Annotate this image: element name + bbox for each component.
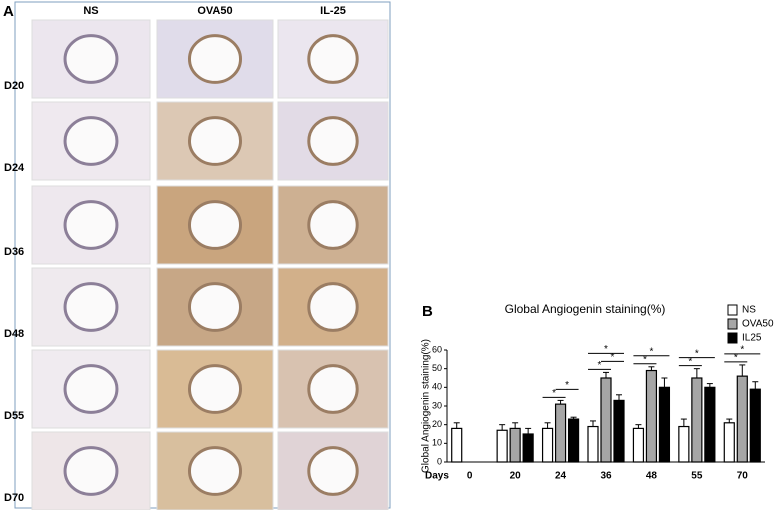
bar — [632, 427, 645, 463]
x-tick-label: 0 — [467, 471, 473, 482]
airway — [187, 116, 243, 166]
bar — [749, 388, 761, 463]
airway — [63, 282, 119, 332]
significance-label: * — [688, 356, 692, 367]
y-tick-label: 20 — [432, 419, 442, 429]
significance-label: * — [604, 344, 608, 355]
airway — [187, 364, 243, 414]
airway — [307, 446, 359, 496]
x-axis-label: Days — [425, 471, 449, 482]
row-label: D55 — [4, 410, 24, 422]
y-axis-label: Global Angiogenin staining(%) — [421, 339, 432, 473]
airway — [63, 200, 119, 250]
y-tick-label: 60 — [432, 344, 442, 354]
y-tick-label: 30 — [432, 400, 442, 410]
bar — [509, 427, 521, 463]
significance-label: * — [643, 354, 647, 365]
significance-label: * — [740, 345, 744, 356]
bar — [678, 425, 690, 463]
bar — [451, 427, 463, 463]
airway — [307, 116, 359, 166]
airway — [307, 364, 359, 414]
legend-label: IL25 — [742, 333, 762, 344]
legend-swatch — [727, 332, 738, 344]
x-tick-label: 36 — [600, 471, 612, 482]
airway — [187, 34, 243, 84]
x-tick-label: 48 — [646, 471, 658, 482]
bar — [541, 427, 554, 463]
y-tick-label: 50 — [432, 363, 442, 373]
micrograph — [156, 19, 274, 99]
airway — [187, 282, 243, 332]
bar — [723, 422, 735, 463]
x-tick-label: 24 — [555, 471, 567, 482]
bar — [600, 377, 612, 463]
legend-swatch — [727, 318, 738, 330]
bar — [691, 377, 703, 463]
bar — [645, 369, 658, 463]
row-label: D24 — [4, 162, 25, 174]
airway — [63, 34, 119, 84]
legend-label: OVA50 — [742, 319, 774, 330]
bar — [736, 375, 748, 463]
significance-label: * — [611, 352, 615, 363]
row-label: D48 — [4, 328, 24, 340]
bar — [554, 403, 567, 463]
y-tick-label: 10 — [432, 438, 442, 448]
significance-label: * — [695, 348, 699, 359]
row-label: D36 — [4, 246, 24, 258]
airway — [187, 200, 243, 250]
airway — [307, 200, 359, 250]
airway — [307, 282, 359, 332]
panel-a-label: A — [3, 3, 14, 20]
airway — [63, 116, 119, 166]
y-tick-label: 40 — [432, 382, 442, 392]
bar — [658, 386, 671, 463]
significance-label: * — [598, 360, 602, 371]
panel-b-label: B — [422, 303, 433, 320]
bar — [587, 425, 599, 463]
column-header: OVA50 — [197, 5, 232, 17]
row-label: D70 — [4, 492, 24, 504]
x-tick-label: 70 — [737, 471, 749, 482]
legend-label: NS — [742, 305, 756, 316]
significance-label: * — [552, 388, 556, 399]
significance-label: * — [565, 380, 569, 391]
chart-title: Global Angiogenin staining(%) — [505, 302, 666, 316]
airway — [63, 446, 119, 496]
airway — [307, 34, 359, 84]
legend-swatch — [727, 304, 738, 316]
significance-label: * — [734, 353, 738, 364]
significance-label: * — [649, 346, 653, 357]
bar — [613, 399, 625, 463]
bar — [567, 418, 580, 463]
row-label: D20 — [4, 80, 24, 92]
y-tick-label: 0 — [437, 456, 442, 466]
x-tick-label: 55 — [691, 471, 703, 482]
bar — [522, 433, 534, 463]
airway — [187, 446, 243, 496]
airway — [63, 364, 119, 414]
column-header: IL-25 — [320, 5, 346, 17]
bar — [704, 386, 716, 463]
column-header: NS — [83, 5, 98, 17]
bar — [496, 429, 508, 463]
x-tick-label: 20 — [510, 471, 522, 482]
